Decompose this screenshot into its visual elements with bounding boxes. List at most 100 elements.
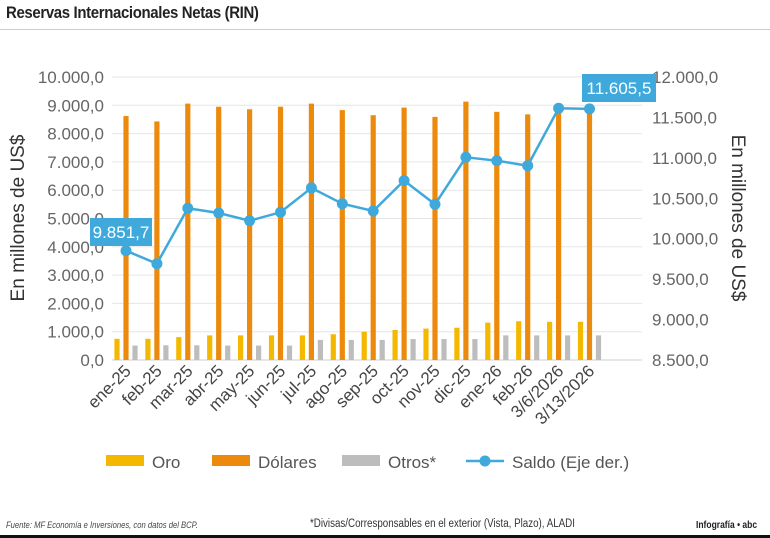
- bar-oro: [114, 338, 120, 360]
- bar-otros: [317, 339, 323, 360]
- bar-otros: [256, 345, 262, 360]
- saldo-point: [120, 245, 132, 257]
- bottom-bar: [0, 535, 770, 538]
- bar-oro: [299, 335, 305, 360]
- source-note: Fuente: MF Economía e Inversiones, con d…: [6, 520, 198, 530]
- right-tick-label: 11.000,0: [652, 149, 717, 168]
- right-tick-label: 10.500,0: [652, 189, 718, 208]
- left-tick-label: 8.000,0: [47, 125, 104, 144]
- bar-otros: [225, 345, 231, 360]
- bar-oro: [176, 337, 182, 360]
- title-divider: [0, 29, 770, 30]
- bar-otros: [534, 335, 540, 360]
- data-label: 9.851,7: [93, 223, 150, 242]
- bar-oro: [268, 335, 275, 360]
- legend-label: Dólares: [258, 453, 317, 472]
- bar-dlares: [339, 110, 345, 361]
- bar-dlares: [586, 105, 593, 360]
- left-tick-label: 9.000,0: [47, 96, 104, 115]
- left-tick-label: 2.000,0: [47, 294, 104, 313]
- saldo-point: [584, 103, 595, 115]
- bar-dlares: [494, 111, 500, 361]
- bar-dlares: [401, 107, 407, 361]
- legend-swatch: [342, 455, 380, 466]
- bar-dlares: [432, 116, 438, 360]
- saldo-point: [244, 215, 256, 227]
- left-tick-label: 4.000,0: [47, 238, 104, 257]
- saldo-point: [522, 160, 534, 172]
- saldo-point: [151, 258, 163, 270]
- saldo-point: [491, 155, 503, 167]
- legend-swatch: [106, 455, 144, 466]
- chart-title: Reservas Internacionales Netas (RIN): [6, 3, 259, 22]
- right-tick-label: 11.500,0: [652, 108, 717, 127]
- bar-dlares: [525, 114, 531, 360]
- left-tick-label: 1.000,0: [47, 323, 104, 342]
- right-axis-title: En millones de US$: [727, 135, 748, 302]
- bar-oro: [207, 335, 213, 360]
- bar-oro: [547, 321, 553, 360]
- saldo-point: [553, 102, 565, 114]
- bar-otros: [595, 335, 602, 360]
- right-tick-label: 12.000,0: [652, 68, 718, 87]
- left-tick-label: 0,0: [80, 351, 104, 370]
- saldo-point: [275, 206, 286, 218]
- bar-dlares: [370, 115, 376, 360]
- bar-otros: [503, 335, 509, 360]
- bar-oro: [577, 321, 584, 360]
- bar-otros: [132, 345, 138, 360]
- legend-label: Oro: [152, 453, 180, 472]
- footnote: *Divisas/Corresponsables en el exterior …: [310, 518, 575, 530]
- bar-otros: [348, 339, 354, 360]
- bar-oro: [330, 334, 336, 360]
- bar-oro: [145, 338, 151, 360]
- left-tick-label: 7.000,0: [47, 153, 104, 172]
- bar-dlares: [185, 103, 191, 361]
- right-tick-label: 8.500,0: [652, 351, 709, 370]
- bar-oro: [238, 335, 244, 360]
- credit-logo: Infografía • abc: [696, 520, 758, 531]
- bar-dlares: [308, 103, 314, 361]
- right-tick-label: 9.000,0: [652, 311, 709, 330]
- legend-label: Saldo (Eje der.): [512, 453, 629, 472]
- saldo-point: [336, 198, 348, 210]
- bar-oro: [423, 328, 429, 360]
- bar-dlares: [463, 101, 469, 360]
- saldo-point: [460, 151, 472, 163]
- saldo-point: [398, 175, 410, 187]
- bar-dlares: [216, 106, 222, 360]
- bar-dlares: [247, 109, 253, 361]
- bar-otros: [379, 339, 385, 360]
- bar-oro: [485, 322, 491, 360]
- saldo-point: [367, 205, 379, 217]
- bar-otros: [441, 339, 447, 360]
- left-axis-title: En millones de US$: [8, 134, 29, 301]
- left-tick-label: 6.000,0: [47, 181, 104, 200]
- right-tick-label: 10.000,0: [652, 230, 718, 249]
- left-tick-label: 5.000,0: [47, 210, 104, 229]
- bar-otros: [472, 339, 478, 360]
- bar-otros: [194, 345, 200, 360]
- bar-dlares: [277, 106, 284, 360]
- saldo-point: [305, 182, 317, 194]
- bar-oro: [454, 327, 460, 360]
- data-label: 11.605,5: [587, 79, 652, 98]
- left-tick-label: 3.000,0: [47, 266, 104, 285]
- saldo-point: [182, 202, 194, 214]
- bar-oro: [516, 321, 522, 360]
- left-tick-label: 10.000,0: [38, 68, 104, 87]
- bar-otros: [565, 335, 571, 360]
- saldo-line: [125, 107, 590, 266]
- data-label-box: [582, 74, 656, 102]
- bar-otros: [163, 345, 169, 360]
- bar-dlares: [154, 121, 160, 360]
- bar-otros: [286, 345, 293, 360]
- saldo-point: [429, 198, 441, 210]
- right-tick-label: 9.500,0: [652, 270, 709, 289]
- data-label-box: [90, 218, 152, 246]
- legend-swatch: [212, 455, 250, 466]
- legend-label: Otros*: [388, 453, 437, 472]
- saldo-point: [213, 207, 225, 219]
- bar-oro: [392, 330, 398, 360]
